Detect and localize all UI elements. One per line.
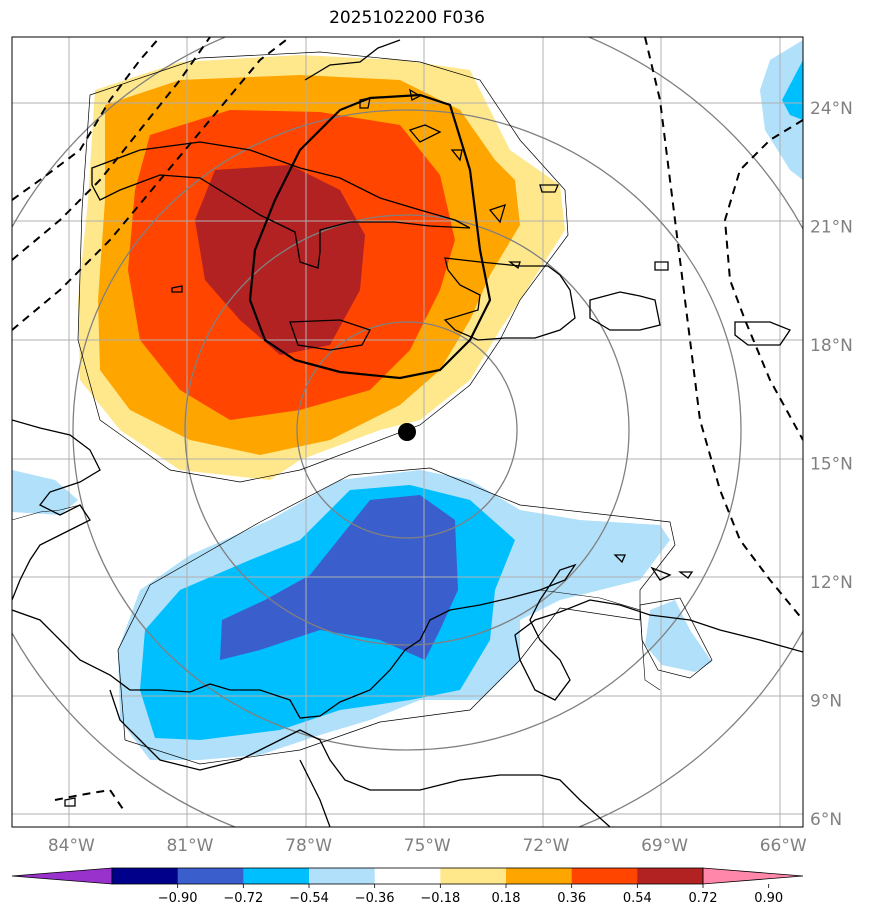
colorbar-tick-label: −0.90 — [158, 891, 198, 906]
lon-tick-label: 69°W — [641, 836, 688, 856]
positive-anomaly-0.72 — [195, 165, 365, 355]
colorbar-segment — [112, 868, 179, 884]
jamaica-coast — [289, 319, 371, 351]
lon-tick-label: 66°W — [760, 836, 807, 856]
south-america-coast — [12, 563, 803, 719]
graticule — [12, 37, 803, 827]
negative-anomaly-0.36-ne — [782, 60, 803, 120]
lat-tick-label: 15°N — [810, 455, 853, 475]
map-frame — [11, 36, 804, 828]
colorbar-segment — [637, 868, 704, 884]
colorbar-segment — [309, 868, 376, 884]
cuba-coast — [91, 141, 471, 269]
central-america-coast — [12, 419, 101, 601]
colorbar-extend-low — [11, 867, 113, 885]
colorbar-segment — [440, 868, 507, 884]
colorbar-tick-label: 0.72 — [689, 891, 718, 906]
map-plot-area[interactable] — [0, 0, 855, 860]
lon-tick-label: 75°W — [404, 836, 451, 856]
colombia-pacific-coast — [109, 689, 611, 827]
lat-tick-label: 9°N — [810, 692, 842, 712]
colorbar-tick-label: −0.54 — [289, 891, 329, 906]
lon-tick-label: 72°W — [522, 836, 569, 856]
colorbar-segment — [506, 868, 573, 884]
negative-anomaly-0.18-east — [645, 600, 712, 672]
hispaniola-coast — [443, 257, 576, 341]
colorbar-extend-high — [702, 867, 804, 885]
negative-anomaly-0.18-ne — [760, 40, 803, 180]
colorbar-tick-label: 0.18 — [492, 891, 521, 906]
negative-anomaly-0.18-w — [12, 470, 78, 515]
bahamas-coast — [304, 39, 401, 81]
lat-tick-label: 24°N — [810, 99, 853, 119]
lon-tick-label: 84°W — [48, 836, 95, 856]
colorbar: −0.90 −0.72 −0.54 −0.36 −0.18 0.18 0.36 0.54 0.7… — [11, 867, 804, 906]
lat-tick-label: 18°N — [810, 336, 853, 356]
longitude-ticks: 84°W 81°W 78°W 75°W 72°W 69°W 66°W — [48, 836, 807, 856]
range-rings — [12, 37, 803, 827]
colorbar-frame — [111, 867, 704, 885]
coastlines — [12, 39, 803, 827]
country-borders — [12, 504, 661, 691]
lat-tick-label: 12°N — [810, 573, 853, 593]
storm-center-marker[interactable] — [398, 423, 416, 441]
lon-tick-label: 81°W — [166, 836, 213, 856]
colorbar-tick-label: −0.36 — [355, 891, 395, 906]
colorbar-tick-label: −0.18 — [420, 891, 460, 906]
colorbar-tick-label: 0.36 — [557, 891, 586, 906]
colorbar-segment — [177, 868, 244, 884]
colorbar-tick-label: 0.54 — [623, 891, 652, 906]
ecuador-coast — [299, 759, 331, 827]
colorbar-tick-label: −0.72 — [223, 891, 263, 906]
puerto-rico-coast — [589, 291, 661, 331]
lon-tick-label: 78°W — [285, 836, 332, 856]
colorbar-segment — [243, 868, 310, 884]
colorbar-segment — [374, 868, 441, 884]
bold-contour — [248, 93, 492, 380]
latitude-ticks: 24°N 21°N 18°N 15°N 12°N 9°N 6°N — [810, 99, 853, 830]
colorbar-tick-label: 0.90 — [754, 891, 783, 906]
map-title: 2025102200 F036 — [329, 8, 485, 28]
leeward-island-coast — [734, 321, 791, 346]
lat-tick-label: 6°N — [810, 810, 842, 830]
colorbar-segment — [571, 868, 638, 884]
dashed-contours — [12, 37, 803, 813]
lat-tick-label: 21°N — [810, 218, 853, 238]
